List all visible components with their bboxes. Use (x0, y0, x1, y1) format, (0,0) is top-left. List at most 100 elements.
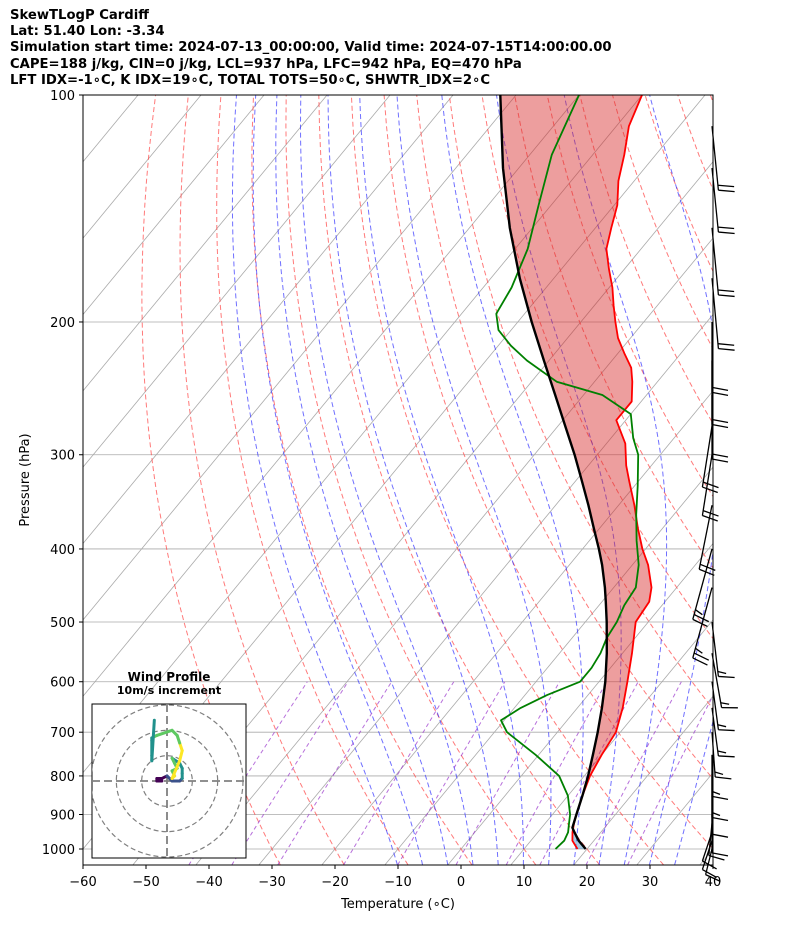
wind-barb (711, 321, 729, 397)
y-axis-label: Pressure (hPa) (18, 433, 33, 526)
dry-adiabat-line (743, 95, 794, 865)
isotherm-line (83, 95, 328, 392)
moist-adiabat-line (299, 95, 474, 865)
title-line-2: Lat: 51.40 Lon: -3.34 (10, 24, 165, 39)
dewpoint-line (495, 95, 640, 850)
y-tick-label: 100 (50, 89, 75, 104)
dry-adiabat-line (481, 95, 713, 640)
isotherm-line (258, 313, 713, 865)
isotherm-line (0, 95, 75, 865)
wind-barb (711, 795, 729, 838)
mixing-ratio-line (539, 681, 639, 865)
wind-barb (711, 227, 735, 298)
moist-adiabat-line (327, 95, 499, 865)
y-tick-label: 800 (50, 770, 75, 785)
hodograph-title-text: Wind Profile (127, 670, 211, 684)
x-tick-label: 10 (516, 875, 533, 890)
moist-adiabat-line (648, 95, 713, 865)
isotherm-line (83, 95, 454, 545)
mixing-ratio-line (585, 681, 682, 865)
wind-barb (711, 395, 729, 463)
y-tick-label: 500 (50, 616, 75, 631)
dry-adiabat-line (579, 95, 713, 425)
mixing-ratio-line (343, 681, 455, 865)
x-tick-label: −40 (195, 875, 222, 890)
dry-adiabat-line (179, 95, 345, 865)
hodograph-segment (150, 718, 156, 763)
moist-adiabat-line (231, 95, 398, 865)
wind-barb (692, 548, 713, 628)
dry-adiabat-line (677, 95, 713, 191)
x-tick-label: −60 (69, 875, 96, 890)
x-tick-label: 30 (642, 875, 659, 890)
moist-adiabat-line (396, 95, 552, 865)
wind-barb (711, 168, 735, 235)
isotherm-line (83, 95, 391, 468)
isotherm-line (83, 95, 202, 239)
isotherm-line (83, 95, 265, 316)
hodograph-title: Wind Profile 10m/s increment (92, 670, 246, 698)
moist-adiabat-line (674, 719, 713, 865)
hodograph-subtitle: 10m/s increment (116, 684, 222, 697)
x-tick-label: −20 (321, 875, 348, 890)
moist-adiabat-line (496, 95, 622, 865)
isotherm-line (573, 695, 713, 865)
y-tick-label: 400 (50, 543, 75, 558)
dry-adiabat-line (709, 95, 713, 104)
dry-adiabat-line (416, 95, 713, 780)
mixing-ratio-line (231, 681, 349, 865)
y-tick-label: 1000 (42, 843, 75, 858)
wind-barb (701, 426, 719, 494)
isotherm-line (83, 95, 517, 621)
wind-barb (701, 454, 719, 522)
hodograph (92, 704, 246, 858)
hodograph-segment (178, 749, 184, 763)
x-axis-label: Temperature (∘C) (340, 897, 455, 912)
dry-adiabat-line (776, 95, 794, 865)
dry-adiabat-line (285, 95, 537, 865)
isotherm-line (636, 772, 713, 865)
dry-adiabat-line (141, 95, 281, 865)
y-tick-label: 700 (50, 726, 75, 741)
mixing-ratio-line (627, 694, 713, 865)
mixing-ratio-line (455, 681, 561, 865)
y-tick-label: 200 (50, 316, 75, 331)
moist-adiabat-line (275, 95, 449, 865)
isotherm-line (384, 466, 713, 865)
isotherm-line (321, 390, 713, 865)
hodograph-segment (170, 759, 182, 780)
hodograph-segment (155, 728, 174, 737)
x-tick-label: 0 (457, 875, 465, 890)
isotherm-line (447, 542, 713, 865)
axes: −60 −50 −40 −30 −20 −10 0 10 20 30 40 1000 900 800 700… (42, 89, 721, 890)
moist-adiabat-line (252, 95, 424, 865)
dry-adiabat-line (318, 95, 601, 865)
profile-lines (495, 95, 653, 850)
wind-barb (711, 621, 735, 679)
isotherm-line (195, 237, 713, 865)
isotherm-line (83, 95, 580, 697)
wind-barbs (692, 126, 738, 882)
y-tick-label: 900 (50, 808, 75, 823)
dry-adiabat-line (251, 95, 473, 865)
y-tick-label: 600 (50, 676, 75, 691)
title-line-4: CAPE=188 j/kg, CIN=0 j/kg, LCL=937 hPa, … (10, 57, 522, 72)
mixing-ratio-line (397, 681, 506, 865)
wind-barb (711, 732, 732, 780)
wind-barb (711, 681, 735, 732)
wind-barb (704, 848, 721, 882)
wind-barb (692, 587, 713, 666)
title-line-1: SkewTLogP Cardiff (10, 8, 149, 23)
wind-barb (711, 653, 738, 709)
parcel-line (499, 95, 608, 850)
dry-adiabat-line (644, 95, 713, 273)
title-line-5: LFT IDX=-1∘C, K IDX=19∘C, TOTAL TOTS=50∘… (10, 73, 491, 88)
dry-adiabat-line (350, 95, 664, 865)
moist-adiabat-line (563, 95, 668, 865)
x-tick-label: 40 (705, 875, 722, 890)
wind-barb (698, 505, 716, 576)
x-tick-label: 20 (579, 875, 596, 890)
wind-barb (711, 754, 729, 801)
isotherm-line (699, 848, 713, 865)
